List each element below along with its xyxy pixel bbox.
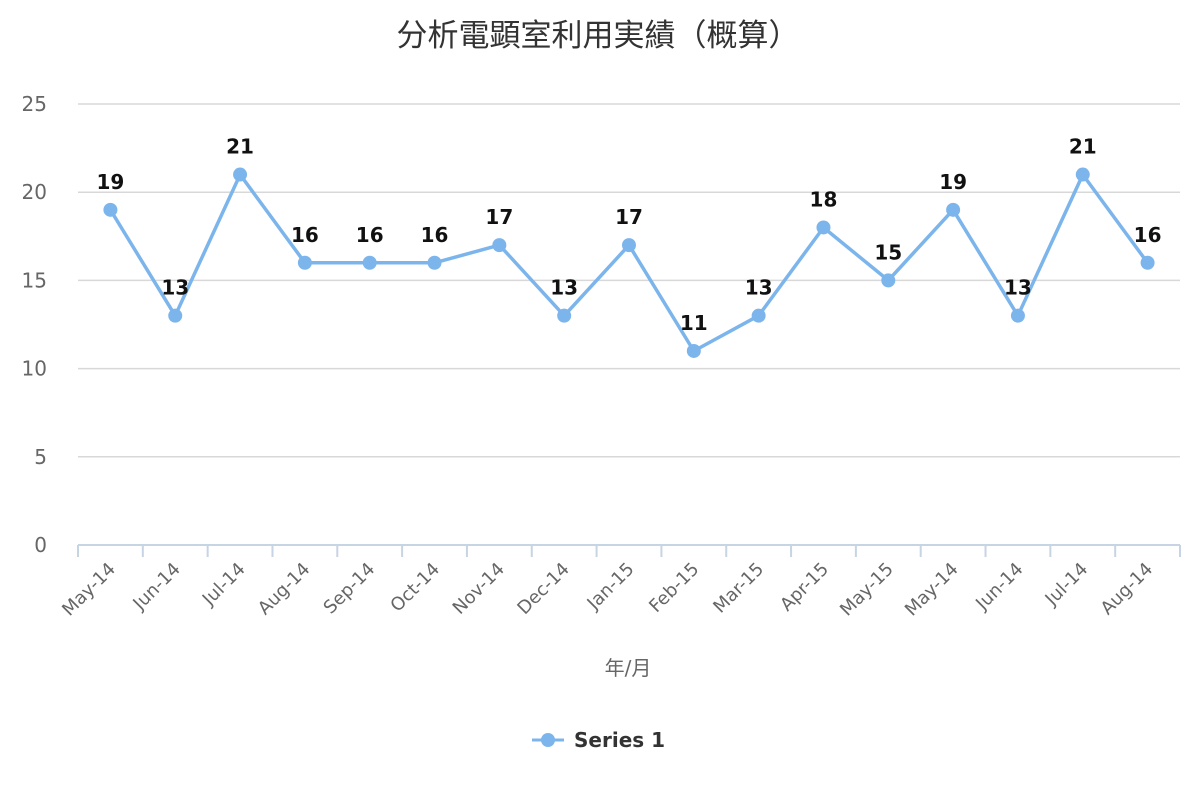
data-label: 18	[810, 187, 838, 211]
data-point[interactable]	[103, 202, 118, 217]
series-group: 19 13 21 16 16 16 17 13 17 11 13 18 15 19 13 21 16	[96, 135, 1162, 358]
data-label: 16	[291, 223, 319, 247]
data-point[interactable]	[946, 202, 961, 217]
y-tick-label: 15	[22, 268, 47, 292]
data-label: 21	[1069, 135, 1097, 159]
y-tick-label: 0	[34, 533, 47, 557]
x-tick-label: May-14	[58, 559, 120, 621]
data-point[interactable]	[168, 308, 183, 323]
x-tick-label: Feb-15	[645, 559, 703, 617]
x-axis: May-14 Jun-14 Jul-14 Aug-14 Sep-14 Oct-14 Nov-…	[58, 544, 1181, 621]
data-label: 15	[874, 240, 902, 264]
x-tick-label: Jan-15	[583, 559, 639, 615]
data-label: 17	[485, 205, 513, 229]
x-tick-label: Aug-14	[254, 559, 314, 619]
data-point[interactable]	[686, 343, 701, 358]
data-point[interactable]	[492, 238, 507, 253]
x-tick-label: Oct-14	[386, 559, 444, 617]
y-tick-label: 10	[22, 357, 47, 381]
data-point[interactable]	[622, 238, 636, 253]
x-tick-label: Jun-14	[129, 559, 185, 615]
data-point[interactable]	[362, 255, 377, 270]
data-label: 21	[226, 135, 254, 159]
data-label: 13	[1004, 276, 1032, 300]
data-point[interactable]	[1140, 255, 1155, 270]
y-tick-label: 20	[22, 180, 47, 204]
data-label: 13	[161, 276, 189, 300]
x-tick-label: Nov-14	[449, 559, 509, 619]
data-point[interactable]	[1075, 167, 1090, 182]
x-tick-label: Apr-15	[776, 559, 833, 616]
series-line	[108, 172, 1150, 353]
data-point[interactable]	[816, 220, 831, 235]
data-point[interactable]	[751, 308, 766, 323]
chart-title: 分析電顕室利用実績（概算）	[397, 18, 800, 54]
x-tick-label: Sep-14	[320, 559, 380, 619]
x-tick-label: Mar-15	[709, 559, 768, 618]
x-tick-label: May-15	[836, 559, 898, 621]
data-point[interactable]	[557, 308, 572, 323]
data-label: 19	[96, 170, 124, 194]
data-label: 13	[550, 276, 578, 300]
x-tick-label: Dec-14	[513, 559, 573, 619]
x-tick-label: May-14	[901, 559, 963, 621]
legend-point-marker	[541, 733, 555, 747]
legend-entry-series-1: Series 1	[574, 728, 665, 752]
gridlines	[78, 103, 1180, 458]
x-tick-label: Jul-14	[198, 559, 250, 611]
legend[interactable]: Series 1	[532, 728, 665, 752]
data-point[interactable]	[233, 167, 248, 182]
data-label: 16	[421, 223, 449, 247]
y-axis: 0 5 10 15 20 25	[22, 92, 47, 557]
y-tick-label: 5	[34, 445, 47, 469]
data-point[interactable]	[881, 273, 896, 288]
data-point[interactable]	[297, 255, 312, 270]
data-label: 17	[615, 205, 643, 229]
x-tick-label: Jul-14	[1041, 559, 1093, 611]
x-tick-label: Jun-14	[971, 559, 1027, 615]
data-label: 16	[1134, 223, 1162, 247]
y-tick-label: 25	[22, 92, 47, 116]
data-label: 11	[680, 311, 708, 335]
data-point[interactable]	[1010, 308, 1025, 323]
data-point[interactable]	[427, 255, 442, 270]
data-label: 16	[356, 223, 384, 247]
data-label: 13	[745, 276, 773, 300]
x-axis-label: 年/月	[605, 656, 652, 680]
x-tick-label: Aug-14	[1097, 559, 1157, 619]
data-label: 19	[939, 170, 967, 194]
